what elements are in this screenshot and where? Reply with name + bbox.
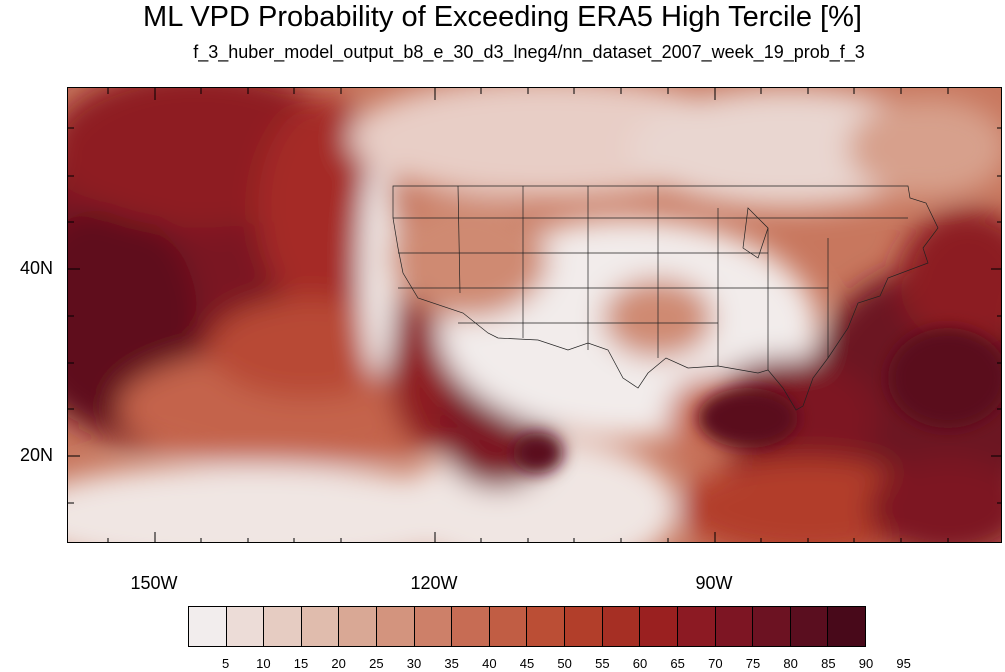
colorbar-tick-label: 65 [670,656,685,671]
colorbar-swatch [790,607,829,646]
colorbar-swatch [264,607,302,646]
colorbar-tick-label: 95 [896,656,911,671]
colorbar-swatch [527,607,566,646]
probability-field [68,88,1001,542]
colorbar-tick-label: 55 [595,656,610,671]
colorbar-tick-label: 50 [557,656,572,671]
colorbar-swatch [339,607,378,646]
map-title: ML VPD Probability of Exceeding ERA5 Hig… [143,1,862,33]
colorbar-tick-label: 80 [783,656,798,671]
colorbar-tick-label: 75 [745,656,761,671]
colorbar-swatch [828,607,865,646]
colorbar-tick-label: 40 [482,656,497,671]
colorbar-tick-label: 70 [708,656,723,671]
colorbar-tick-label: 10 [256,656,271,671]
lat-label-40n: 40N [20,258,54,278]
boundary-lines [392,185,939,411]
colorbar-tick-label: 15 [293,656,309,671]
colorbar-swatch [189,607,227,646]
colorbar-swatch [677,607,716,646]
lon-label-90w: 90W [695,573,733,593]
colorbar-tick-label: 45 [519,656,535,671]
lon-label-150w: 150W [130,573,178,593]
colorbar-swatch [452,607,490,646]
colorbar-swatch [753,607,791,646]
colorbar-tick-label: 5 [222,656,230,671]
map-subtitle: f_3_huber_model_output_b8_e_30_d3_lneg4/… [193,42,865,62]
colorbar-tick-label: 25 [369,656,384,671]
colorbar-tick-label: 20 [331,656,346,671]
colorbar-swatch [489,607,528,646]
colorbar-tick-label: 30 [406,656,422,671]
colorbar-tick-label: 60 [632,656,648,671]
lon-label-120w: 120W [410,573,458,593]
colorbar-swatch [602,607,641,646]
map-panel [67,87,1002,543]
colorbar-swatch [640,607,678,646]
colorbar-swatch [414,607,453,646]
colorbar-swatch [565,607,603,646]
colorbar-tick-label: 35 [444,656,459,671]
colorbar-tick-label: 85 [821,656,836,671]
colorbar-swatch [715,607,754,646]
colorbar-tick-label: 90 [858,656,874,671]
lat-label-20n: 20N [20,445,54,465]
colorbar-swatch [226,607,265,646]
colorbar-swatch [301,607,340,646]
colorbar-swatch [377,607,415,646]
colorbar [188,606,866,647]
